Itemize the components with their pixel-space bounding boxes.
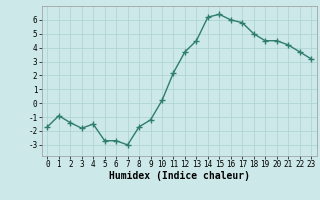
X-axis label: Humidex (Indice chaleur): Humidex (Indice chaleur) xyxy=(109,171,250,181)
